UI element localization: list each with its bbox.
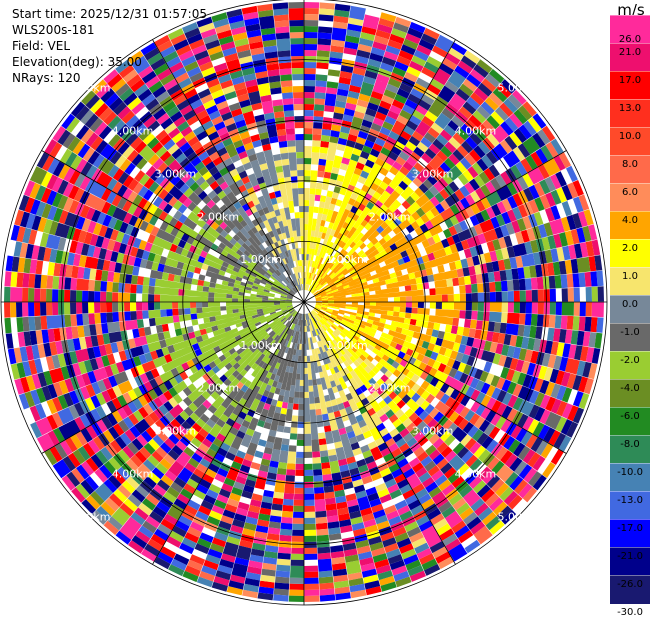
- colorbar-segment: [610, 155, 650, 184]
- colorbar-segment: [610, 323, 650, 352]
- colorbar-segment: [610, 71, 650, 100]
- colorbar-segment: [610, 379, 650, 408]
- azimuth-spoke: [152, 39, 305, 303]
- instrument-name: WLS200s-181: [12, 23, 95, 37]
- azimuth-spoke: [152, 301, 305, 565]
- colorbar-segment: [610, 211, 650, 240]
- colorbar-label: -30.0: [617, 606, 643, 618]
- colorbar-segment: [610, 519, 650, 548]
- colorbar-segment: [610, 183, 650, 212]
- colorbar-segment: [610, 43, 650, 72]
- colorbar-label: 8.0: [622, 158, 638, 170]
- velocity-gate-group: [11, 8, 605, 601]
- colorbar-label: 1.0: [622, 270, 638, 282]
- elevation: Elevation(deg): 35.00: [12, 55, 142, 69]
- range-ring-label: 2.00km: [369, 382, 411, 395]
- colorbar-segment: [610, 15, 650, 44]
- colorbar-label: 21.0: [618, 46, 642, 58]
- radar-ppi-plot: 1.00km 1.00km 1.00km 1.00km 2.00km 2.00km 2.00…: [0, 0, 608, 606]
- range-ring-label: 2.00km: [369, 210, 411, 223]
- colorbar-segment: [610, 127, 650, 156]
- range-ring-label: 3.00km: [155, 167, 197, 180]
- colorbar-unit: m/s: [617, 1, 645, 19]
- range-ring-label: 2.00km: [198, 382, 240, 395]
- colorbar: 26.0 21.0 17.0 13.0 10.0 8.0 6.0 4.0 2.0 1.0 0.0 -1…: [610, 15, 650, 618]
- azimuth-spoke: [303, 301, 456, 565]
- azimuth-spoke: [303, 150, 567, 303]
- colorbar-label: 26.0: [618, 34, 642, 46]
- range-ring-labels: 1.00km 1.00km 1.00km 1.00km 2.00km 2.00km 2.00…: [69, 82, 539, 524]
- range-ring-label: 4.00km: [455, 125, 497, 138]
- colorbar-segment: [610, 547, 650, 576]
- azimuth-spoke: [303, 301, 567, 454]
- velocity-gate-group: [22, 2, 562, 596]
- colorbar-segment: [610, 491, 650, 520]
- colorbar-label: -2.0: [620, 354, 640, 366]
- range-ring-label: 3.00km: [412, 167, 454, 180]
- range-ring-label: 4.00km: [112, 125, 154, 138]
- nrays: NRays: 120: [12, 71, 81, 85]
- range-ring-label: 4.00km: [112, 467, 154, 480]
- field-name: Field: VEL: [12, 39, 71, 53]
- colorbar-label: -4.0: [620, 382, 640, 394]
- range-ring-label: 1.00km: [326, 253, 368, 266]
- colorbar-segment: [610, 267, 650, 296]
- range-ring-label: 5.00km: [69, 510, 111, 523]
- range-ring-label: 5.00km: [69, 82, 111, 95]
- colorbar-segment: [610, 435, 650, 464]
- colorbar-label: 10.0: [618, 130, 642, 142]
- azimuth-spoke: [41, 150, 305, 303]
- colorbar-label: -1.0: [620, 326, 640, 338]
- colorbar-label: -17.0: [617, 522, 643, 534]
- colorbar-segment: [610, 407, 650, 436]
- azimuth-spokes: [1, 0, 607, 605]
- range-ring-label: 3.00km: [412, 425, 454, 438]
- colorbar-label: -8.0: [620, 438, 640, 450]
- range-ring-label: 1.00km: [326, 339, 368, 352]
- colorbar-label: 4.0: [622, 214, 638, 226]
- range-ring-label: 5.00km: [498, 510, 540, 523]
- colorbar-segment: [610, 575, 650, 604]
- colorbar-segment: [610, 239, 650, 268]
- colorbar-label: -10.0: [617, 466, 643, 478]
- colorbar-label: 17.0: [618, 74, 642, 86]
- colorbar-label: 6.0: [622, 186, 638, 198]
- colorbar-label: -13.0: [617, 494, 643, 506]
- range-ring-label: 1.00km: [240, 339, 282, 352]
- velocity-gate-group: [10, 12, 594, 596]
- colorbar-label: -26.0: [617, 578, 643, 590]
- azimuth-spoke: [303, 39, 456, 303]
- colorbar-segment: [610, 463, 650, 492]
- range-ring-label: 2.00km: [198, 210, 240, 223]
- colorbar-label: 13.0: [618, 102, 642, 114]
- range-ring-label: 5.00km: [498, 82, 540, 95]
- colorbar-segment: [610, 295, 650, 324]
- colorbar-label: -6.0: [620, 410, 640, 422]
- start-time: Start time: 2025/12/31 01:57:05: [12, 7, 207, 21]
- velocity-gate-group: [22, 23, 601, 587]
- colorbar-label: 2.0: [622, 242, 638, 254]
- range-ring-label: 1.00km: [240, 253, 282, 266]
- range-ring-label: 3.00km: [155, 425, 197, 438]
- range-ring-label: 4.00km: [455, 467, 497, 480]
- colorbar-segment: [610, 351, 650, 380]
- colorbar-segment: [610, 99, 650, 128]
- colorbar-label: -21.0: [617, 550, 643, 562]
- scan-info: Start time: 2025/12/31 01:57:05 WLS200s-…: [12, 6, 207, 86]
- colorbar-label: 0.0: [622, 298, 638, 310]
- azimuth-spoke: [41, 301, 305, 454]
